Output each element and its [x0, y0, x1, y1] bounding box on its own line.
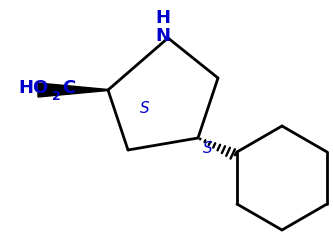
Text: S: S	[203, 140, 213, 156]
Text: S: S	[140, 101, 150, 115]
Text: N: N	[156, 27, 170, 45]
Text: H: H	[156, 9, 170, 27]
Text: C: C	[62, 79, 75, 97]
Text: HO: HO	[18, 79, 48, 97]
Text: 2: 2	[52, 89, 61, 103]
Polygon shape	[38, 83, 108, 97]
